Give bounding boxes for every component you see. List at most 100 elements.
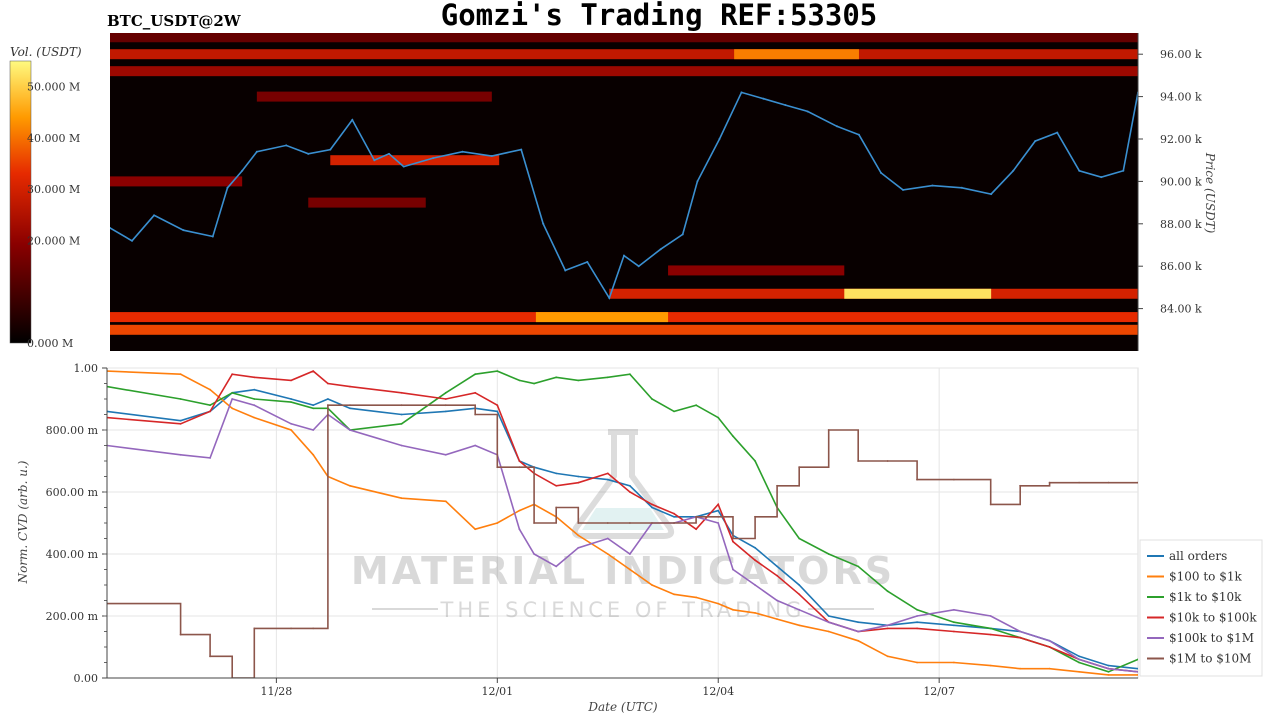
series-point-100-to-1k [651,584,653,586]
series-point-10k-to-100k [952,630,955,633]
series-point-1m-to-10m [717,515,720,518]
heat-band [110,176,243,187]
series-point-100-to-1k [1048,667,1051,670]
series-point-1k-to-10k [496,370,499,372]
heat-band [110,66,1138,77]
series-point-10k-to-100k [606,472,609,475]
legend-label: $100 to $1k [1169,570,1242,584]
series-point-100-to-1k [754,612,756,614]
series-point-1m-to-10m [312,627,315,630]
series-point-100k-to-1m [231,398,234,400]
price-point [1012,169,1015,172]
series-point-1k-to-10k [231,391,234,394]
series-point-1m-to-10m [349,404,351,407]
series-point-1m-to-10m [1137,481,1138,484]
series-point-10k-to-100k [179,422,182,425]
price-point [586,260,589,263]
series-point-100k-to-1m [916,615,918,617]
series-point-10k-to-100k [312,370,315,372]
heat-band [110,49,1138,60]
series-point-10k-to-100k [555,484,558,487]
series-point-10k-to-100k [400,391,403,394]
heat-band [308,197,426,208]
legend-label: all orders [1169,549,1227,563]
series-point-1m-to-10m [886,460,889,462]
series-point-1m-to-10m [577,522,580,524]
series-point-1k-to-10k [555,376,558,379]
series-point-100k-to-1m [776,599,779,602]
price-point [1122,169,1125,172]
price-point [681,233,684,236]
series-point-1m-to-10m [857,460,860,462]
series-point-100-to-1k [1107,674,1110,676]
series-point-100k-to-1m [732,568,734,571]
series-point-1m-to-10m [518,466,521,469]
series-point-100-to-1k [827,630,830,633]
series-point-1k-to-10k [290,401,293,403]
series-point-100-to-1k [577,534,580,537]
series-point-1k-to-10k [827,553,830,555]
y-tick-label: 0.00 [74,672,99,685]
price-tick-label: 84.00 k [1160,303,1202,316]
series-point-100-to-1k [290,429,293,431]
price-point [1100,176,1103,179]
price-point [623,254,625,257]
series-point-all-orders [253,388,256,391]
series-point-all-orders [312,404,315,407]
series-point-1k-to-10k [989,627,992,630]
series-point-1k-to-10k [754,460,756,462]
heat-band [535,312,669,323]
series-point-10k-to-100k [776,574,779,577]
series-point-all-orders [1078,655,1080,658]
series-point-10k-to-100k [209,410,212,413]
series-point-all-orders [798,584,801,586]
series-point-1m-to-10m [444,404,447,407]
series-point-100-to-1k [474,528,477,531]
price-point [373,159,376,162]
series-point-100k-to-1m [717,522,720,524]
heat-band [734,49,859,60]
price-point [784,104,787,107]
series-point-1m-to-10m [1107,481,1110,484]
x-tick-label: 12/07 [923,685,955,698]
series-point-100k-to-1m [349,429,351,431]
series-point-all-orders [827,615,830,617]
series-point-100-to-1k [916,661,918,664]
series-point-100-to-1k [179,373,182,376]
price-point [255,150,258,153]
series-point-100k-to-1m [989,615,992,617]
price-tick-label: 94.00 k [1160,91,1202,104]
series-point-100-to-1k [253,416,256,419]
series-point-100-to-1k [1078,670,1080,673]
price-point [153,214,156,217]
series-point-all-orders [776,565,779,568]
price-point [542,222,545,225]
series-point-all-orders [179,419,182,422]
series-point-100k-to-1m [628,553,631,555]
series-point-100-to-1k [1137,674,1138,676]
colorbar-tick-label: 30.000 M [27,183,80,196]
series-point-all-orders [754,546,756,549]
price-point [902,188,905,191]
price-point [329,148,332,151]
price-point [1056,131,1059,134]
page-title: Gomzi's Trading REF:53305 [441,0,878,32]
colorbar-label: Vol. (USDT) [10,45,82,59]
series-point-100k-to-1m [1078,658,1080,661]
y-tick-label: 200.00 m [46,610,99,623]
heat-band [668,265,845,276]
series-point-10k-to-100k [253,376,256,379]
price-point [880,171,882,174]
series-point-all-orders [327,398,329,400]
series-point-1m-to-10m [290,627,293,630]
series-point-100-to-1k [444,500,447,503]
series-point-100k-to-1m [400,444,403,447]
series-point-all-orders [496,410,499,413]
legend-label: $100k to $1M [1169,631,1254,645]
series-line-100k-to-1m [107,398,1138,673]
series-point-10k-to-100k [989,633,992,636]
series-point-all-orders [290,398,293,400]
price-point [307,152,310,155]
price-point [520,148,523,151]
